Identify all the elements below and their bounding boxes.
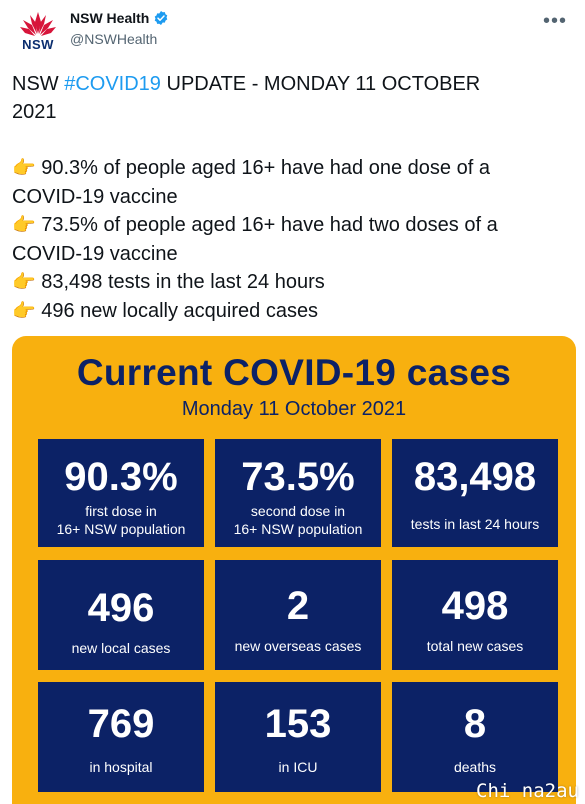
nsw-government-logo[interactable]: NSW	[16, 10, 60, 54]
tile-value: 90.3%	[64, 455, 178, 499]
tile-label: total new cases	[426, 638, 524, 654]
tile-first-dose: 90.3% first dose in 16+ NSW population	[38, 439, 204, 547]
tile-label: second dose in	[250, 503, 346, 519]
bullet-first-dose: 👉 90.3% of people aged 16+ have had one …	[12, 154, 572, 183]
tile-value: 83,498	[413, 455, 537, 499]
tweet-headline: NSW #COVID19 UPDATE - MONDAY 11 OCTOBER	[12, 70, 572, 98]
tile-label: tests in last 24 hours	[410, 516, 540, 532]
tile-icu: 153 in ICU	[215, 682, 381, 792]
infographic-date: Monday 11 October 2021	[181, 398, 407, 420]
tile-tests: 83,498 tests in last 24 hours	[392, 439, 558, 547]
bullet-text: 73.5% of people aged 16+ have had two do…	[41, 214, 498, 236]
pointing-hand-icon: 👉	[12, 272, 36, 293]
tweet-text: NSW #COVID19 UPDATE - MONDAY 11 OCTOBER …	[12, 70, 572, 326]
tile-second-dose: 73.5% second dose in 16+ NSW population	[215, 439, 381, 547]
tile-value: 496	[87, 586, 155, 630]
tile-label: in ICU	[278, 759, 318, 775]
account-name-row[interactable]: NSW Health	[70, 10, 169, 26]
tweet-header: NSW NSW Health @NSWHealth •••	[12, 8, 573, 52]
tile-label: new overseas cases	[234, 638, 362, 654]
tile-label: new local cases	[71, 640, 171, 656]
blank-line	[12, 126, 572, 154]
tile-value: 769	[87, 702, 155, 746]
display-name[interactable]: NSW Health	[70, 10, 150, 26]
tile-value: 2	[286, 584, 310, 628]
tile-total-cases: 498 total new cases	[392, 560, 558, 670]
bullet-first-dose-cont: COVID-19 vaccine	[12, 186, 178, 208]
watermark-text: Chi na2au	[476, 780, 579, 802]
infographic-title: Current COVID-19 cases	[76, 352, 512, 393]
tile-value: 8	[463, 702, 487, 746]
headline-prefix: NSW	[12, 73, 65, 95]
tile-deaths: 8 deaths	[392, 682, 558, 792]
pointing-hand-icon: 👉	[12, 158, 36, 179]
hashtag-link[interactable]: #COVID19	[64, 73, 161, 95]
bullet-tests: 👉 83,498 tests in the last 24 hours	[12, 268, 572, 297]
tile-label: in hospital	[89, 759, 153, 775]
tile-overseas-cases: 2 new overseas cases	[215, 560, 381, 670]
tile-label: first dose in	[85, 503, 157, 519]
bullet-local-cases: 👉 496 new locally acquired cases	[12, 297, 572, 326]
headline-suffix: UPDATE - MONDAY 11 OCTOBER	[160, 73, 481, 95]
tile-label: 16+ NSW population	[233, 521, 363, 537]
waratah-icon	[20, 12, 56, 36]
bullet-text: 90.3% of people aged 16+ have had one do…	[41, 157, 490, 179]
tile-hospital: 769 in hospital	[38, 682, 204, 792]
tile-value: 498	[441, 584, 509, 628]
bullet-second-dose: 👉 73.5% of people aged 16+ have had two …	[12, 211, 572, 240]
verified-badge-icon	[155, 11, 168, 25]
tile-value: 73.5%	[241, 455, 355, 499]
logo-wordmark: NSW	[22, 37, 54, 52]
tile-label: 16+ NSW population	[56, 521, 186, 537]
tile-value: 153	[264, 702, 332, 746]
account-handle[interactable]: @NSWHealth	[70, 31, 158, 47]
more-options-icon[interactable]: •••	[542, 10, 567, 32]
tile-label: deaths	[453, 759, 497, 775]
pointing-hand-icon: 👉	[12, 215, 36, 236]
pointing-hand-icon: 👉	[12, 301, 36, 322]
tweet-headline-year: 2021	[12, 101, 57, 123]
bullet-second-dose-cont: COVID-19 vaccine	[12, 243, 178, 265]
bullet-text: 83,498 tests in the last 24 hours	[41, 271, 325, 293]
covid-update-infographic[interactable]: Current COVID-19 cases Monday 11 October…	[12, 336, 576, 804]
tile-local-cases: 496 new local cases	[38, 560, 204, 670]
bullet-text: 496 new locally acquired cases	[41, 300, 319, 322]
